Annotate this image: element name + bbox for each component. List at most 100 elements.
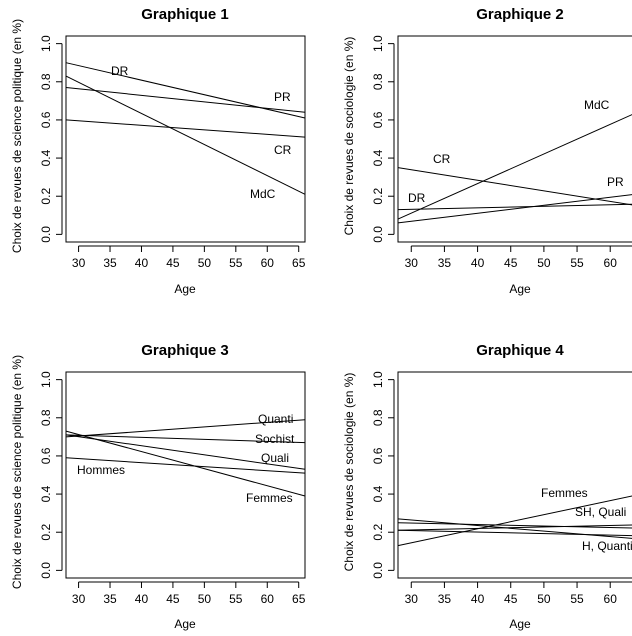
x-tick-label: 35 [438,256,452,270]
y-tick-label: 0.6 [39,447,53,464]
series-line-femmes [65,430,306,497]
x-tick-label: 30 [405,592,419,606]
x-tick-label: 40 [471,256,485,270]
x-tick-label: 55 [570,592,584,606]
x-tick-label: 55 [229,592,243,606]
x-axis-label: Age [174,282,196,296]
x-tick-label: 35 [438,592,452,606]
x-tick-label: 30 [72,592,86,606]
series-line-femmes [397,495,632,547]
series-line-pr [65,87,306,113]
x-axis-label: Age [174,617,196,631]
y-tick-label: 0.2 [371,188,385,205]
series-label: CR [433,152,451,166]
series-line-h-quanti [397,518,632,539]
chart-panel-1: Graphique 1 Age Choix de revues de science… [10,6,306,296]
x-tick-label: 60 [261,256,275,270]
x-tick-label: 50 [537,592,551,606]
x-tick-label: 60 [604,256,618,270]
x-tick-label: 30 [405,256,419,270]
x-tick-label: 50 [198,592,212,606]
series-label: Sochist [255,432,295,446]
y-tick-label: 1.0 [371,371,385,388]
series-label: DR [408,191,426,205]
series-label: MdC [584,98,610,112]
chart-title: Graphique 1 [141,6,229,23]
x-tick-label: 60 [261,592,275,606]
x-tick-label: 45 [166,256,180,270]
y-tick-label: 0.4 [371,149,385,166]
x-tick-label: 60 [604,592,618,606]
x-tick-label: 50 [537,256,551,270]
y-tick-label: 0.6 [39,111,53,128]
x-tick-label: 45 [166,592,180,606]
y-axis-label: Choix de revues de sociologie (en %) [342,37,356,236]
x-axis-label: Age [509,282,531,296]
series-label: Quali [261,451,289,465]
plot-frame [397,35,632,243]
y-tick-label: 0.0 [371,562,385,579]
plot-frame [397,371,632,579]
x-tick-label: 55 [570,256,584,270]
y-tick-label: 0.8 [39,409,53,426]
y-tick-label: 0.4 [39,485,53,502]
x-axis-label: Age [509,617,531,631]
x-tick-label: 65 [292,256,306,270]
chart-panel-3: Graphique 3 Age Choix de revues de science… [10,342,306,631]
series-line-mdc [397,114,632,220]
x-tick-label: 65 [292,592,306,606]
series-label: PR [274,90,291,104]
series-label: Hommes [77,463,125,477]
y-tick-label: 0.4 [39,149,53,166]
series-label: MdC [250,187,276,201]
series-line-sh-quali [397,522,632,529]
y-tick-label: 0.4 [371,485,385,502]
y-tick-label: 1.0 [39,35,53,52]
y-tick-label: 0.8 [371,409,385,426]
series-line-cr [65,119,306,138]
x-tick-label: 45 [504,256,518,270]
series-label: Femmes [541,486,588,500]
y-tick-label: 0.0 [371,226,385,243]
chart-title: Graphique 3 [141,342,229,359]
plot-frame [65,35,306,243]
x-tick-label: 55 [229,256,243,270]
x-tick-label: 35 [103,592,117,606]
y-tick-label: 0.2 [371,524,385,541]
series-line-cr [397,167,632,206]
series-label: SH, Quali [575,505,626,519]
x-tick-label: 40 [135,256,149,270]
y-axis-label: Choix de revues de science politique (en… [10,19,24,253]
chart-title: Graphique 2 [476,6,564,23]
y-tick-label: 0.8 [371,73,385,90]
chart-panel-4: Graphique 4 Age Choix de revues de sociolo… [342,342,632,631]
y-tick-label: 0.6 [371,447,385,464]
y-tick-label: 0.2 [39,524,53,541]
series-line [397,524,632,531]
series-line-pr [397,194,632,224]
series-label: H, Quanti [582,539,632,553]
series-line [397,529,632,537]
plot-frame [65,371,306,579]
y-tick-label: 1.0 [39,371,53,388]
y-axis-label: Choix de revues de science politique (en… [10,355,24,589]
series-label: Femmes [246,491,293,505]
x-tick-label: 40 [135,592,149,606]
y-tick-label: 0.0 [39,226,53,243]
series-label: CR [274,143,292,157]
chart-title: Graphique 4 [476,342,564,359]
x-tick-label: 45 [504,592,518,606]
chart-panel-2: Graphique 2 Age Choix de revues de sociolo… [342,6,632,296]
x-tick-label: 50 [198,256,212,270]
y-tick-label: 0.0 [39,562,53,579]
x-tick-label: 40 [471,592,485,606]
y-axis-label: Choix de revues de sociologie (en %) [342,373,356,572]
y-tick-label: 1.0 [371,35,385,52]
series-line-sochist [65,434,306,444]
series-line-hommes [65,457,306,474]
y-tick-label: 0.8 [39,73,53,90]
series-line-quali [65,434,306,470]
series-line-mdc [65,75,306,195]
series-line-quanti [65,419,306,438]
